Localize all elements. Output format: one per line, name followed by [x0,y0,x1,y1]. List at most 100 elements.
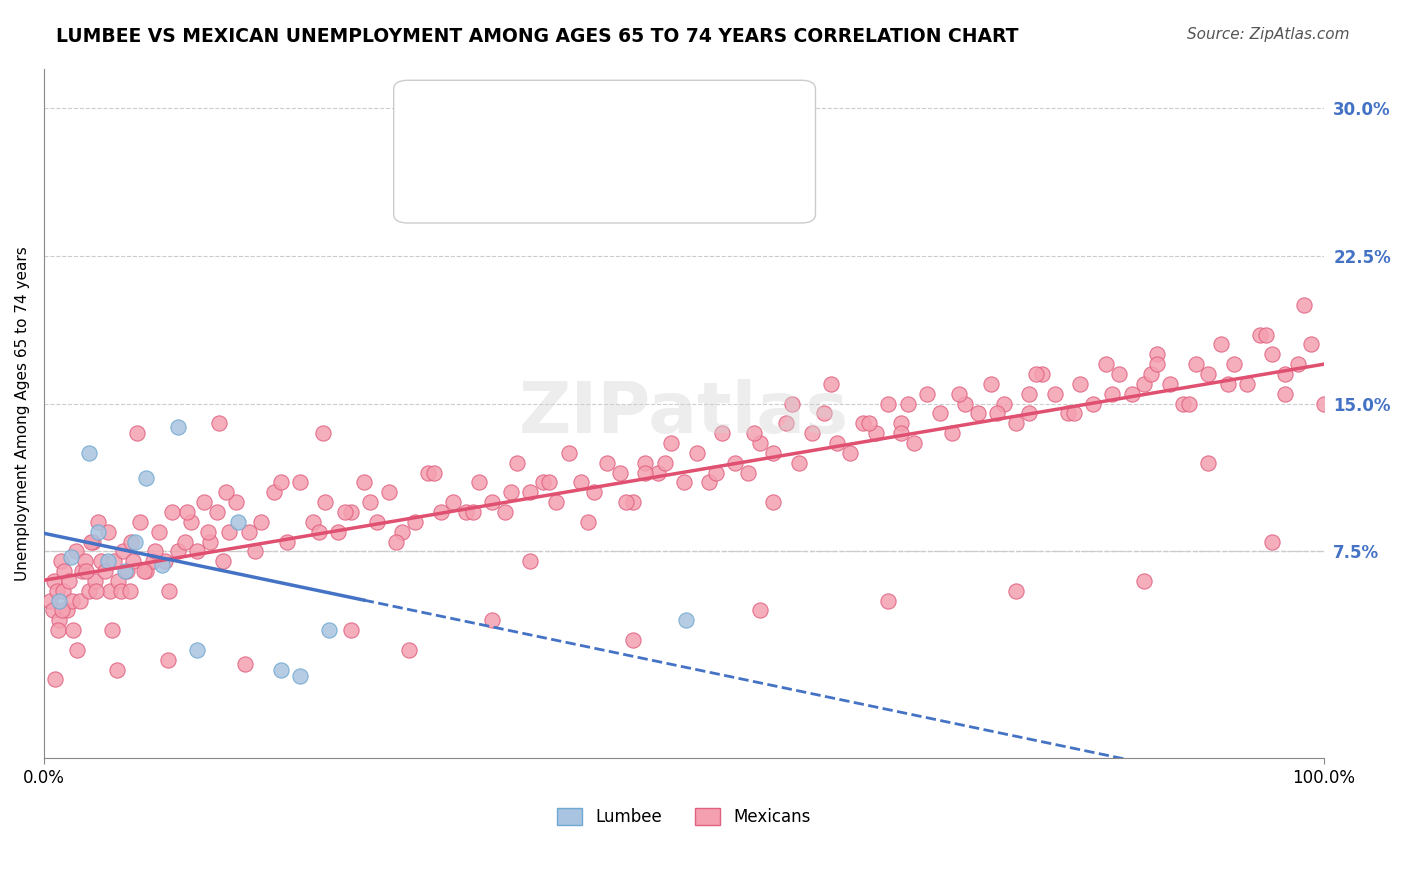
Point [200,534,222,549]
Point [890,417,912,431]
Point [1139,367,1161,381]
Point [270,475,292,490]
Point [173,534,195,549]
Point [986,406,1008,420]
Point [544,495,567,509]
Point [53,564,76,578]
Point [263,485,285,500]
Point [1018,386,1040,401]
Point [948,386,970,401]
Point [135,564,157,578]
Point [58,574,80,588]
Point [60,593,83,607]
Point [301,515,323,529]
Point [941,426,963,441]
Point [250,515,273,529]
Point [416,466,439,480]
Point [569,475,592,490]
Point [340,624,363,638]
Point [193,495,215,509]
Point [813,406,835,420]
Point [481,613,503,627]
Point [59,550,82,565]
Point [107,574,129,588]
Text: R = -0.040  N =  16: R = -0.040 N = 16 [443,125,650,143]
Point [519,485,541,500]
Point [1063,406,1085,420]
Point [45,583,67,598]
Point [1146,347,1168,361]
Point [1005,417,1028,431]
Point [112,544,135,558]
Point [1018,406,1040,420]
Point [97,554,120,568]
Point [742,426,765,441]
Point [150,558,173,573]
Point [186,643,208,657]
Point [167,544,190,558]
Point [122,554,145,568]
Point [44,673,66,687]
Point [820,376,842,391]
Point [1216,376,1239,391]
Point [100,624,122,638]
Point [72,564,94,578]
Point [143,544,166,558]
Point [46,624,69,638]
Point [118,583,141,598]
Point [737,466,759,480]
Point [852,417,875,431]
Point [77,583,100,598]
Point [858,417,880,431]
Point [955,396,977,410]
Point [86,515,108,529]
Point [353,475,375,490]
Point [762,446,785,460]
Point [328,524,350,539]
Text: LUMBEE VS MEXICAN UNEMPLOYMENT AMONG AGES 65 TO 74 YEARS CORRELATION CHART: LUMBEE VS MEXICAN UNEMPLOYMENT AMONG AGE… [56,27,1019,45]
Point [634,466,657,480]
Point [538,475,561,490]
Point [1146,357,1168,371]
Point [877,593,900,607]
Point [903,436,925,450]
Point [340,505,363,519]
Point [621,633,644,648]
Point [82,534,104,549]
Point [39,593,62,607]
Point [461,505,484,519]
Point [94,564,117,578]
Point [672,475,695,490]
Point [647,466,669,480]
Point [180,515,202,529]
Point [1101,386,1123,401]
Point [659,436,682,450]
Point [197,524,219,539]
Point [49,554,72,568]
Point [519,554,541,568]
Point [782,396,804,410]
Point [506,456,529,470]
Point [167,420,190,434]
Point [114,564,136,578]
Point [1274,367,1296,381]
Point [288,668,311,682]
Point [75,564,97,578]
Point [270,663,292,677]
Point [238,524,260,539]
Point [468,475,491,490]
Point [110,583,132,598]
Point [697,475,720,490]
Point [1274,386,1296,401]
Point [557,446,579,460]
Point [86,524,108,539]
Point [1083,396,1105,410]
Point [993,396,1015,410]
Point [576,515,599,529]
Point [312,426,335,441]
Point [1197,456,1219,470]
Point [1056,406,1078,420]
Point [980,376,1002,391]
Point [609,466,631,480]
Point [404,515,426,529]
